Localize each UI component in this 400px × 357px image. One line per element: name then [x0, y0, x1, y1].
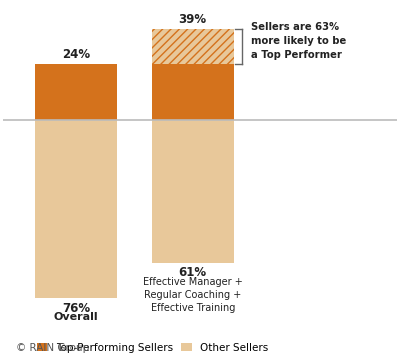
Bar [35, 64, 117, 120]
Text: 76%: 76% [62, 302, 90, 315]
Text: 24%: 24% [62, 48, 90, 61]
Text: Overall: Overall [54, 312, 98, 322]
Bar [152, 120, 234, 263]
Bar [35, 120, 117, 298]
Text: Effective Manager +
Regular Coaching +
Effective Training: Effective Manager + Regular Coaching + E… [143, 277, 242, 313]
Text: Sellers are 63%
more likely to be
a Top Performer: Sellers are 63% more likely to be a Top … [251, 22, 346, 60]
Bar [152, 29, 234, 120]
Legend: Top-Performing Sellers, Other Sellers: Top-Performing Sellers, Other Sellers [37, 342, 268, 352]
Text: 39%: 39% [179, 13, 207, 26]
Bar [152, 29, 234, 64]
Text: © RAIN Group: © RAIN Group [16, 343, 89, 353]
Text: 61%: 61% [179, 266, 207, 280]
